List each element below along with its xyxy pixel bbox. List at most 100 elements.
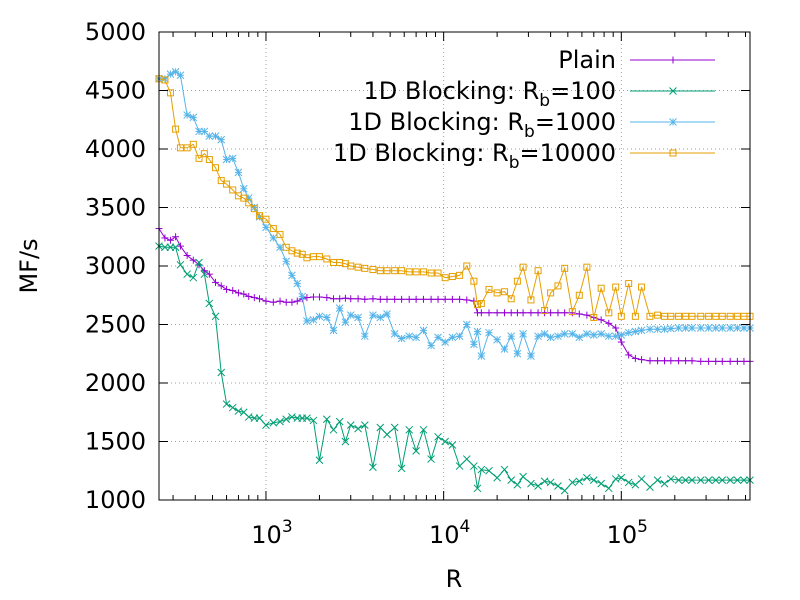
legend-label: 1D Blocking: Rb=10000: [333, 139, 616, 173]
data-point: [507, 295, 515, 303]
data-point: [740, 476, 748, 484]
data-point: [477, 309, 485, 317]
data-point: [568, 478, 577, 487]
data-point: [560, 486, 569, 495]
data-point: [604, 332, 613, 341]
data-point: [205, 270, 213, 278]
data-point: [347, 295, 355, 303]
x-tick-base: 10: [429, 521, 460, 549]
data-point: [485, 328, 493, 337]
data-point: [485, 309, 493, 317]
data-point: [448, 333, 457, 342]
data-point: [315, 312, 324, 321]
data-point: [269, 298, 277, 306]
data-point: [589, 331, 598, 339]
legend-label: 1D Blocking: Rb=1000: [348, 108, 616, 142]
data-point: [513, 349, 522, 358]
data-point: [211, 312, 220, 321]
data-point: [441, 338, 450, 346]
data-point: [309, 315, 318, 324]
legend-label-suffix: =100: [550, 77, 616, 105]
data-point: [500, 465, 509, 474]
data-point: [335, 417, 344, 426]
data-point: [527, 309, 535, 317]
data-point: [282, 257, 291, 266]
data-point: [638, 283, 646, 291]
data-point: [470, 462, 478, 470]
data-point: [412, 295, 420, 303]
data-point: [427, 341, 435, 350]
data-point: [681, 476, 690, 484]
data-point: [172, 233, 180, 241]
data-point: [329, 326, 338, 335]
data-point: [597, 479, 606, 488]
data-point: [456, 295, 464, 303]
data-point: [519, 263, 527, 271]
data-point: [605, 319, 613, 327]
data-point: [427, 455, 435, 463]
data-point: [360, 332, 369, 341]
y-tick-label: 2500: [85, 311, 146, 339]
data-point: [568, 330, 577, 338]
data-point: [398, 267, 406, 275]
data-point: [575, 477, 584, 486]
data-point: [681, 324, 690, 332]
data-point: [637, 475, 646, 483]
data-point: [205, 132, 214, 140]
data-point: [405, 425, 414, 434]
x-axis-title: R: [446, 565, 463, 593]
data-point: [217, 177, 225, 185]
data-point: [293, 297, 301, 305]
data-point: [473, 484, 482, 493]
data-point: [605, 309, 613, 317]
y-tick-label: 3000: [85, 252, 146, 280]
data-point: [269, 418, 278, 427]
data-point: [360, 421, 369, 429]
data-point: [705, 357, 713, 365]
data-point: [298, 292, 307, 301]
data-point: [361, 264, 369, 272]
data-point: [161, 243, 169, 252]
data-point: [288, 298, 296, 306]
legend-item: Plain: [558, 46, 715, 74]
data-point: [383, 310, 391, 318]
data-point: [315, 456, 324, 465]
data-point: [625, 280, 633, 288]
data-point: [493, 335, 501, 344]
data-point: [583, 263, 591, 271]
data-point: [293, 249, 301, 257]
data-point: [288, 247, 296, 255]
data-point: [303, 254, 311, 262]
data-point: [293, 279, 302, 288]
data-point: [638, 356, 646, 364]
data-point: [653, 476, 662, 484]
data-point: [354, 295, 362, 303]
data-point: [255, 414, 264, 422]
data-point: [434, 333, 442, 342]
data-point: [660, 479, 669, 488]
data-point: [675, 357, 683, 365]
x-tick-base: 10: [607, 521, 638, 549]
data-point: [441, 295, 449, 303]
data-point: [240, 290, 248, 298]
data-point: [477, 465, 486, 474]
data-point: [322, 313, 331, 322]
data-point: [234, 289, 242, 297]
data-point: [477, 299, 485, 307]
data-point: [383, 295, 391, 303]
data-point: [718, 324, 727, 332]
data-point: [561, 309, 569, 317]
data-point: [697, 357, 705, 365]
data-point: [660, 325, 669, 334]
data-point: [303, 414, 311, 422]
data-point: [513, 277, 521, 285]
data-point: [646, 325, 654, 334]
data-point: [330, 295, 338, 303]
data-point: [161, 234, 169, 242]
data-point: [554, 332, 562, 341]
data-point: [397, 334, 406, 343]
data-point: [617, 312, 625, 320]
legend-label-suffix: =10000: [520, 139, 616, 167]
data-point: [455, 462, 464, 470]
data-point: [589, 476, 598, 484]
